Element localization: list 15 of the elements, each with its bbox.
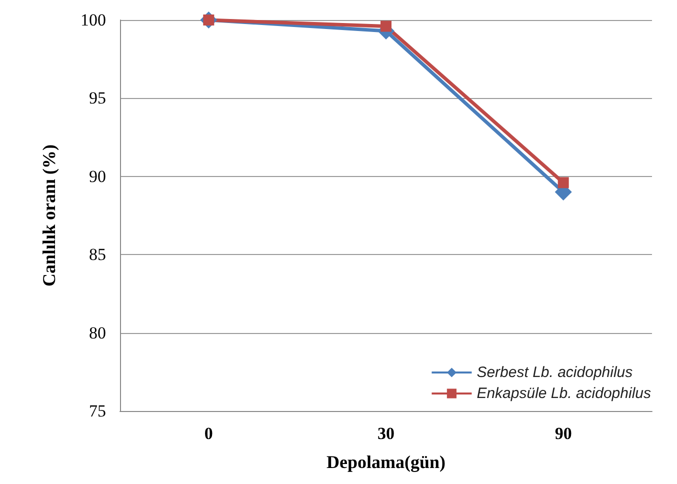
point: [380, 20, 392, 32]
legend-label: Enkapsüle Lb. acidophilus: [476, 385, 652, 402]
y-tick-label: 80: [89, 323, 106, 342]
y-tick-label: 100: [80, 10, 106, 30]
y-tick-label: 95: [89, 88, 106, 108]
x-tick-label: 90: [554, 424, 572, 443]
y-axis-title: Canlılık oranı (%): [39, 144, 59, 287]
point: [558, 177, 569, 188]
x-tick-label: 0: [204, 424, 213, 443]
x-axis-title: Depolama(gün): [326, 452, 446, 472]
y-tick-label: 85: [89, 245, 106, 264]
y-tick-label: 90: [89, 166, 106, 186]
x-tick-label: 30: [378, 424, 394, 443]
y-tick-label: 75: [89, 402, 106, 420]
legend-label: Serbest Lb. acidophilus: [476, 364, 634, 381]
